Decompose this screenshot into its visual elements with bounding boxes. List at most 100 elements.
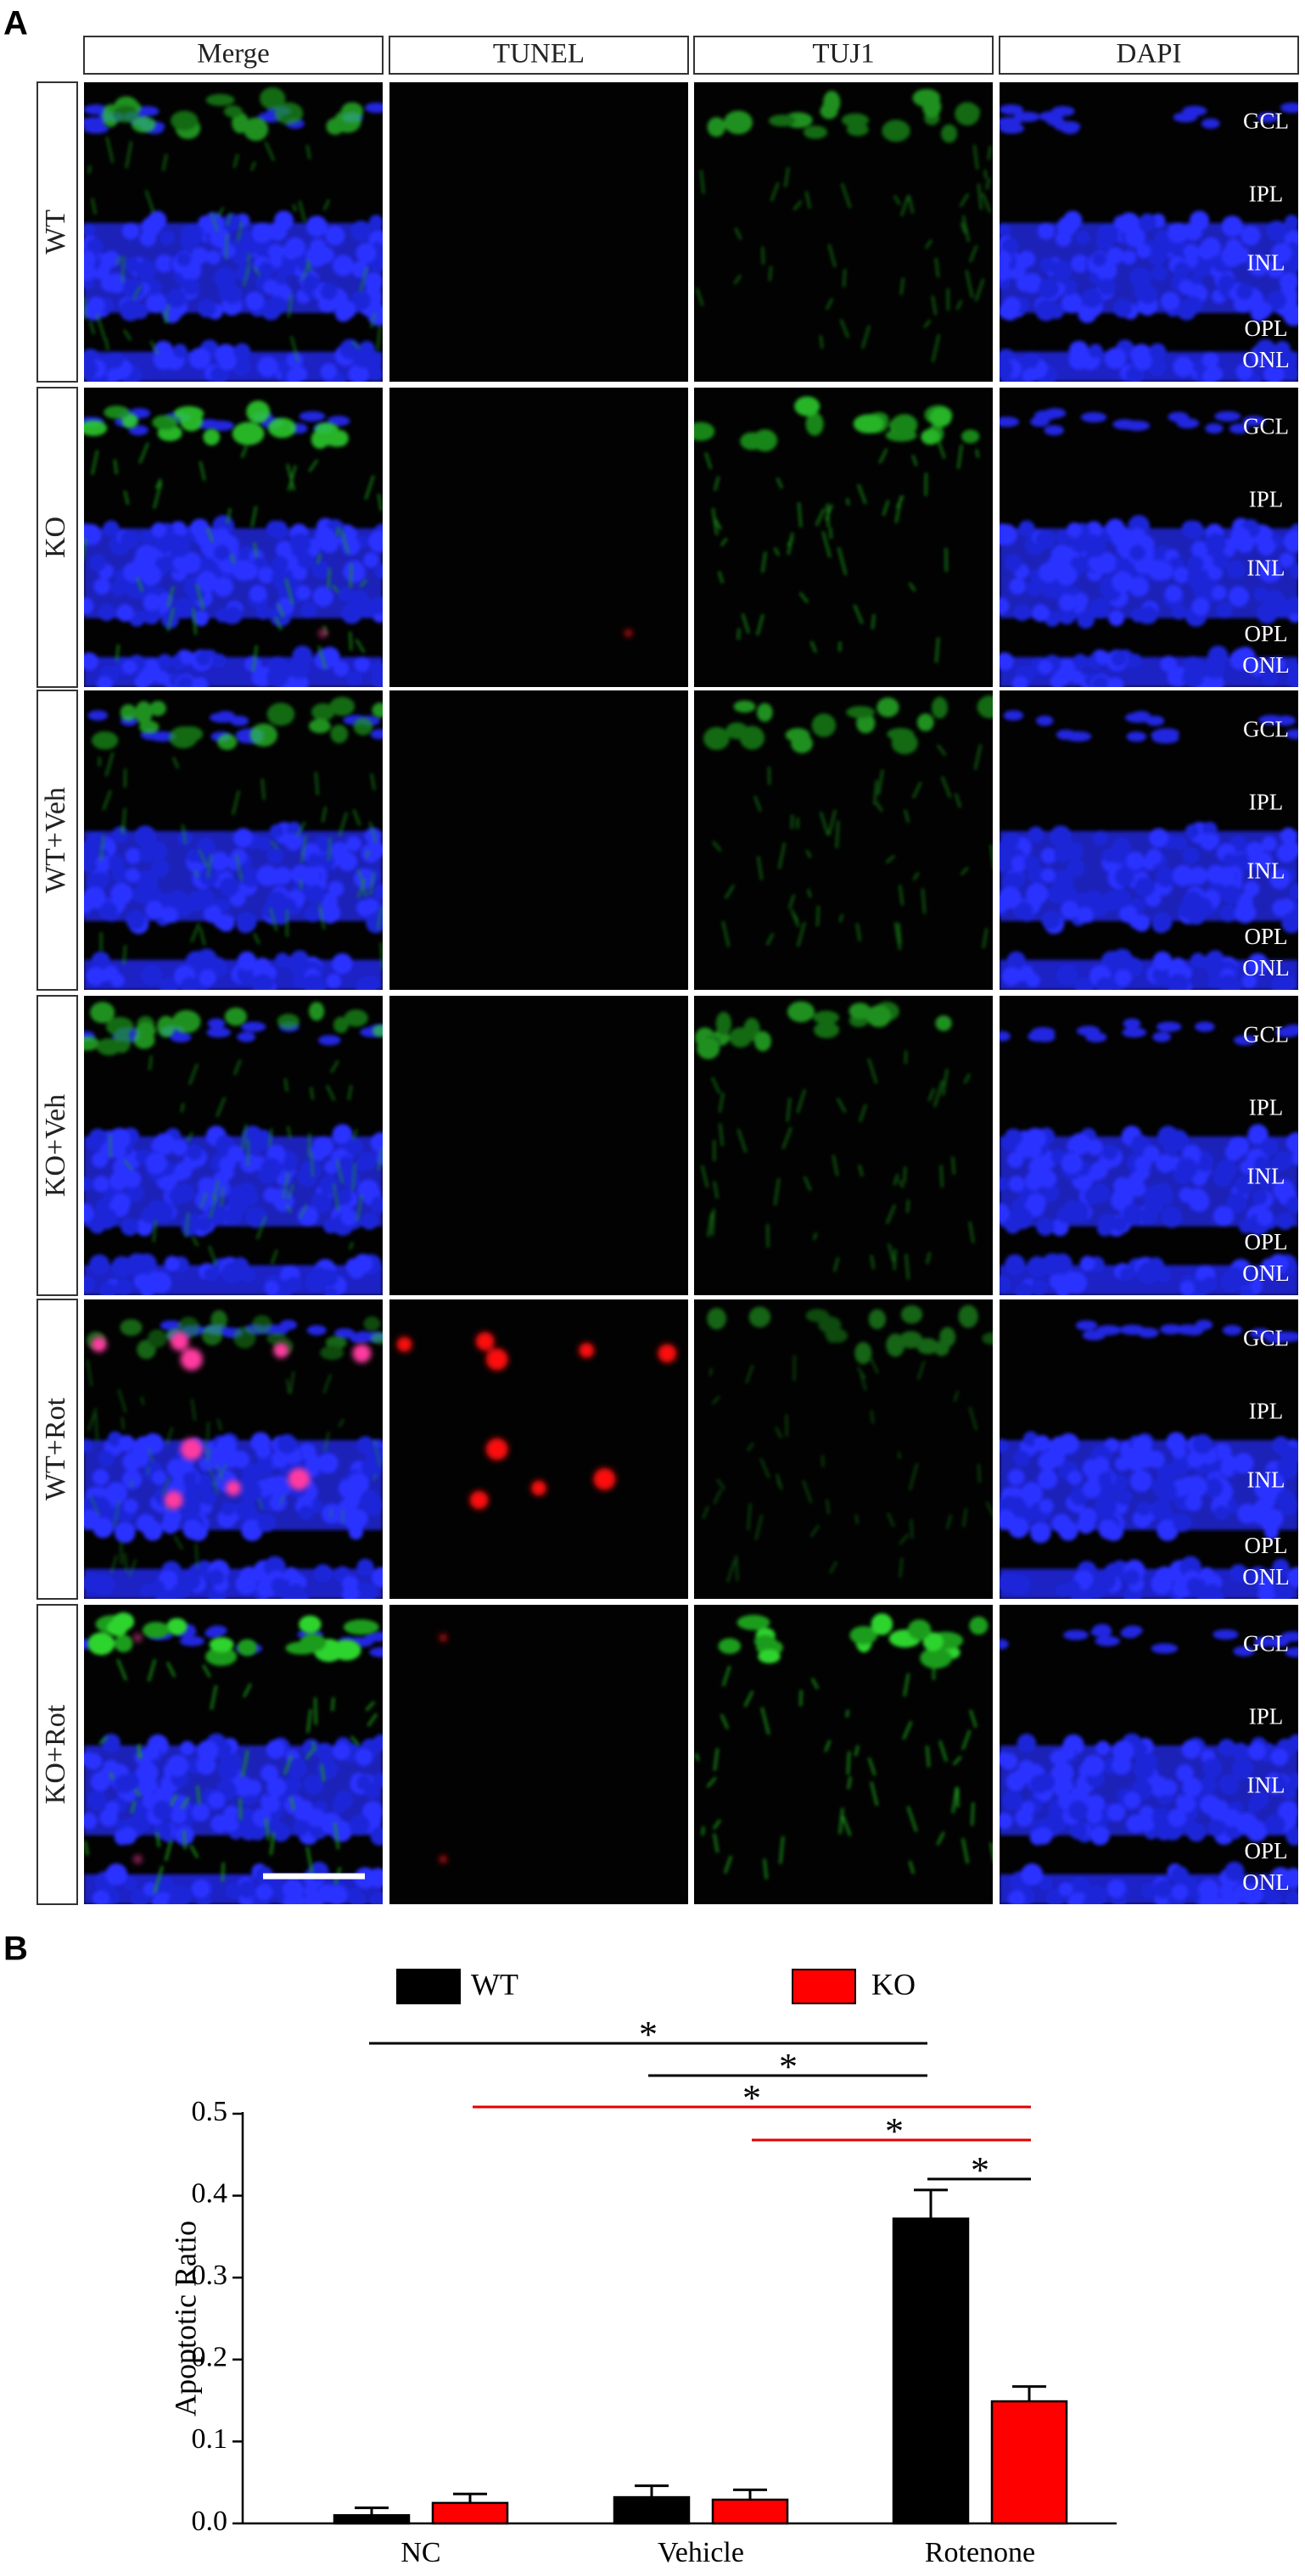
fiber xyxy=(338,812,348,836)
nucleus xyxy=(167,1893,188,1904)
fiber xyxy=(989,1842,993,1858)
fiber xyxy=(253,542,258,558)
fiber xyxy=(853,604,864,624)
fiber xyxy=(260,778,266,801)
gcl-nucleus xyxy=(207,1625,227,1636)
fiber xyxy=(786,1098,792,1122)
fiber xyxy=(369,871,376,896)
nucleus xyxy=(292,1819,310,1836)
fiber xyxy=(774,1177,781,1206)
fiber xyxy=(797,921,806,947)
rgc-soma xyxy=(853,414,884,434)
fiber xyxy=(136,577,144,593)
nucleus xyxy=(136,1253,157,1275)
nucleus xyxy=(1241,1885,1263,1904)
nucleus xyxy=(90,1772,110,1791)
nucleus xyxy=(1026,580,1042,596)
nucleus xyxy=(255,1443,272,1459)
fiber xyxy=(165,1840,172,1862)
nucleus xyxy=(143,594,161,612)
nucleus xyxy=(1263,605,1277,619)
nucleus xyxy=(1231,1742,1250,1761)
fiber xyxy=(257,1497,263,1511)
tunel-spot xyxy=(164,1490,183,1510)
fiber xyxy=(870,1254,875,1270)
nucleus xyxy=(245,291,265,311)
fiber xyxy=(206,1448,211,1463)
fiber xyxy=(816,905,820,927)
nucleus xyxy=(1219,904,1237,923)
nucleus xyxy=(332,1124,353,1145)
rgc-soma xyxy=(131,116,156,133)
fiber xyxy=(318,903,326,930)
nucleus xyxy=(1067,1470,1083,1485)
nucleus xyxy=(145,1153,167,1175)
nucleus xyxy=(267,243,284,260)
nucleus xyxy=(306,885,326,904)
fiber xyxy=(221,1862,225,1882)
nucleus xyxy=(1229,649,1251,670)
fiber xyxy=(308,459,319,472)
tunel-spot xyxy=(180,1438,203,1461)
nucleus xyxy=(241,1519,263,1541)
fiber xyxy=(149,340,160,355)
rgc-soma xyxy=(152,415,178,430)
fiber xyxy=(902,1720,913,1741)
fiber xyxy=(235,853,244,881)
nucleus xyxy=(1279,552,1295,568)
nucleus xyxy=(126,910,146,930)
nucleus xyxy=(1000,597,1010,615)
rgc-soma xyxy=(707,1307,727,1330)
nucleus xyxy=(1084,890,1103,908)
gcl-nucleus xyxy=(364,103,383,114)
nucleus xyxy=(345,1513,365,1533)
nucleus xyxy=(84,1573,104,1593)
fiber xyxy=(859,1104,867,1123)
layer-label: OPL xyxy=(1244,924,1287,949)
rgc-soma xyxy=(249,723,277,747)
nucleus xyxy=(1058,594,1077,612)
nucleus xyxy=(1004,554,1022,572)
nucleus xyxy=(1122,250,1136,265)
nucleus xyxy=(227,1145,244,1163)
nucleus xyxy=(305,245,328,267)
nucleus xyxy=(182,278,200,296)
nucleus xyxy=(369,215,383,229)
nucleus xyxy=(170,521,188,539)
fiber xyxy=(338,1418,344,1428)
nucleus xyxy=(1151,1808,1172,1828)
nucleus xyxy=(1068,1132,1091,1155)
micrograph-background xyxy=(389,996,688,1295)
nucleus xyxy=(284,1776,302,1794)
nucleus xyxy=(1000,652,1014,671)
rgc-soma xyxy=(811,713,837,738)
nucleus xyxy=(84,652,98,671)
rgc-soma xyxy=(171,110,199,131)
nucleus xyxy=(276,540,293,558)
nucleus xyxy=(1092,252,1106,266)
fiber xyxy=(711,1208,715,1236)
nucleus xyxy=(1247,1124,1269,1145)
gcl-nucleus xyxy=(1176,418,1200,429)
nucleus xyxy=(1000,250,1011,268)
fiber xyxy=(737,1128,748,1154)
micrograph xyxy=(389,690,688,990)
x-tick-label: Vehicle xyxy=(658,2537,744,2568)
gcl-nucleus xyxy=(1044,425,1064,436)
legend-swatch xyxy=(792,1969,856,2004)
nucleus xyxy=(1205,533,1227,555)
nucleus xyxy=(364,272,383,292)
nucleus xyxy=(1267,290,1286,310)
fiber xyxy=(796,1089,806,1114)
row-label-box xyxy=(36,81,78,383)
onl-band xyxy=(84,1568,383,1599)
nucleus xyxy=(356,1436,375,1455)
nucleus xyxy=(204,1267,219,1282)
nucleus xyxy=(350,221,372,242)
rgc-soma xyxy=(142,1622,170,1639)
rgc-soma xyxy=(920,1647,952,1669)
fiber xyxy=(870,1781,878,1807)
fiber xyxy=(713,1819,721,1830)
layer-label: OPL xyxy=(1244,316,1287,341)
